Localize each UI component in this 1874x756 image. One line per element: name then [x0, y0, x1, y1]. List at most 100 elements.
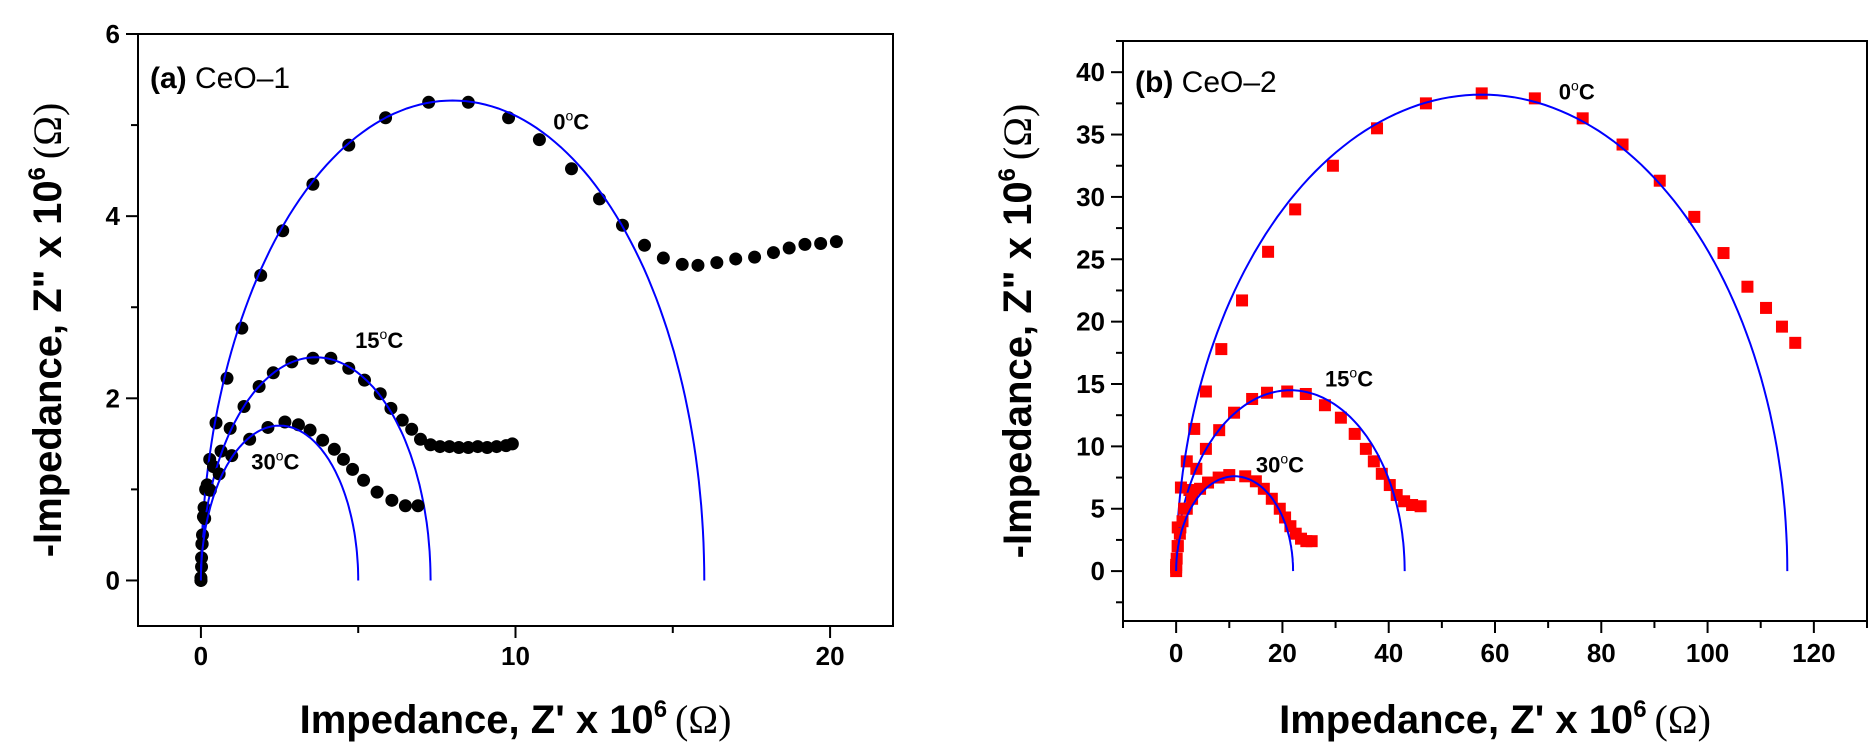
x-tick-label: 20 [816, 641, 845, 671]
data-point [1653, 174, 1666, 187]
data-point [490, 440, 504, 454]
data-point [1173, 527, 1186, 540]
y-tick-label: 5 [1091, 494, 1105, 524]
data-point [729, 252, 743, 266]
data-point [1789, 336, 1802, 349]
y-tick-label: 35 [1076, 120, 1105, 150]
data-point [532, 133, 546, 147]
temperature-unit: oC [566, 108, 590, 135]
data-point [471, 440, 485, 454]
y-axis-title: -Impedance, Z" x 106 (Ω) [994, 104, 1040, 559]
data-point [1616, 138, 1629, 151]
data-point [306, 177, 320, 191]
y-axis-title-unit: (Ω) [995, 104, 1040, 160]
temperature-unit: oC [1349, 365, 1373, 392]
data-point [346, 462, 360, 476]
celsius-letter: C [573, 110, 589, 135]
x-tick-label: 120 [1792, 638, 1835, 668]
data-point [316, 433, 330, 447]
degree-symbol: o [1280, 451, 1288, 467]
data-point [564, 162, 578, 176]
data-point [1326, 159, 1339, 172]
data-point [461, 440, 475, 454]
data-point [433, 440, 447, 454]
fit-curve [199, 99, 706, 581]
fit-curve [1175, 475, 1295, 572]
y-tick-label: 0 [1091, 556, 1105, 586]
data-point [413, 432, 427, 446]
y-axis-title: -Impedance, Z" x 106 (Ω) [24, 103, 70, 558]
data-point [1289, 203, 1302, 216]
data-point [1760, 301, 1773, 314]
data-point [342, 138, 356, 152]
degree-symbol: o [380, 326, 388, 342]
data-point [1348, 427, 1361, 440]
temperature-unit: oC [276, 447, 300, 474]
degree-symbol: o [566, 108, 574, 124]
fit-curve [199, 424, 360, 581]
y-axis-title-exponent: 6 [24, 167, 51, 180]
data-point [1576, 112, 1589, 125]
x-axis-title-unit: (Ω) [675, 697, 731, 742]
y-tick-label: 10 [1076, 431, 1105, 461]
data-point [1215, 343, 1228, 356]
data-point [195, 537, 209, 551]
data-point [675, 257, 689, 271]
data-point [1414, 500, 1427, 513]
y-tick-label: 4 [106, 201, 121, 231]
data-point [1688, 210, 1701, 223]
panel-b-letter: (b) [1135, 66, 1173, 99]
x-axis-title-exponent: 6 [1633, 696, 1646, 723]
data-point [1262, 245, 1275, 258]
data-point [370, 485, 384, 499]
data-point [1367, 455, 1380, 468]
x-tick-label: 20 [1268, 638, 1297, 668]
panel-a-title: (a) CeO–1 [150, 62, 290, 95]
x-axis-title-unit: (Ω) [1655, 697, 1711, 742]
y-tick-label: 30 [1076, 182, 1105, 212]
y-tick-label: 20 [1076, 307, 1105, 337]
data-point [395, 413, 409, 427]
x-tick-label: 40 [1374, 638, 1403, 668]
data-point [1775, 320, 1788, 333]
data-point [637, 238, 651, 252]
data-point [336, 452, 350, 466]
x-tick-label: 0 [1169, 638, 1183, 668]
celsius-letter: C [1357, 367, 1373, 392]
temperature-value: 30 [1256, 453, 1280, 478]
x-axis-title-text: Impedance, Z' x 10 [300, 698, 654, 742]
data-point [1281, 385, 1294, 398]
x-axis-title-text: Impedance, Z' x 10 [1279, 698, 1633, 742]
temperature-value: 15 [355, 328, 379, 353]
temperature-value: 15 [1325, 367, 1349, 392]
temperature-label: 30oC [1256, 451, 1304, 478]
temperature-label: 0oC [1559, 78, 1595, 105]
data-point [748, 250, 762, 264]
data-point [212, 467, 226, 481]
x-axis-title-exponent: 6 [654, 696, 667, 723]
degree-symbol: o [276, 447, 284, 463]
y-axis-title-unit: (Ω) [25, 103, 70, 159]
data-point [1318, 399, 1331, 412]
temperature-unit: oC [1280, 451, 1304, 478]
y-tick-label: 6 [106, 19, 120, 49]
panel-b-title: (b) CeO–2 [1135, 66, 1277, 99]
y-axis-title-exponent: 6 [994, 168, 1021, 181]
x-tick-label: 100 [1686, 638, 1729, 668]
data-point [385, 493, 399, 507]
data-point [1359, 442, 1372, 455]
data-point [782, 241, 796, 255]
data-point [209, 416, 223, 430]
celsius-letter: C [387, 328, 403, 353]
panel-b-ceo2: (b) CeO–2 0 20 40 60 80 100 120051015202530354… [994, 40, 1868, 742]
data-point [327, 442, 341, 456]
temperature-unit: oC [380, 326, 404, 353]
data-point [1717, 247, 1730, 260]
data-point [357, 473, 371, 487]
degree-symbol: o [1349, 365, 1357, 381]
y-axis-title-text: -Impedance, Z" x 10 [996, 181, 1040, 558]
panel-a-letter: (a) [150, 62, 187, 95]
data-point [480, 440, 494, 454]
y-tick-label: 25 [1076, 244, 1105, 274]
